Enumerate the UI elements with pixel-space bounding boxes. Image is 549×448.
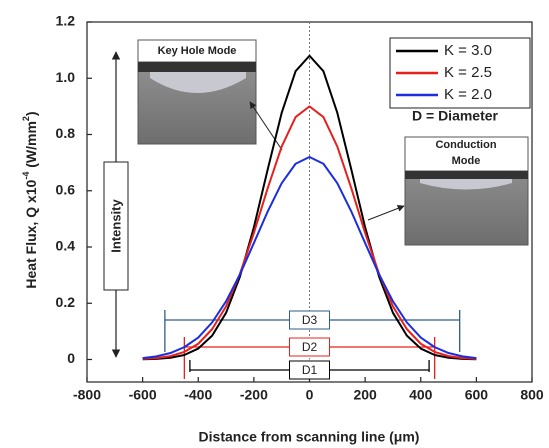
y-tick-label: 0 — [67, 350, 75, 366]
y-label-part: (W/mm — [23, 121, 39, 172]
dimension-label: D1 — [302, 363, 318, 377]
y-tick-label: 0.8 — [56, 125, 76, 141]
y-label-part: ) — [23, 111, 39, 116]
conduction-image: Conduction Mode — [405, 137, 528, 245]
y-tick-label: 0.6 — [56, 181, 76, 197]
y-tick-label: 0.2 — [56, 294, 76, 310]
y-tick-label: 1.2 — [56, 13, 76, 29]
conduction-label: Mode — [452, 155, 481, 167]
y-label-part: -4 — [21, 172, 31, 180]
x-tick-label: -400 — [184, 387, 212, 403]
intensity-label: Intensity — [108, 199, 123, 253]
y-axis-label: Heat Flux, Q x10-4 (W/mm2) — [21, 111, 38, 288]
y-label-part: Heat Flux, Q x10 — [23, 179, 39, 288]
pointer — [368, 206, 404, 220]
keyhole-label: Key Hole Mode — [158, 45, 237, 57]
dimension-label: D3 — [302, 313, 318, 327]
x-tick-label: -800 — [73, 387, 101, 403]
x-tick-label: -600 — [129, 387, 157, 403]
legend-label: K = 3.0 — [444, 42, 492, 59]
x-tick-label: -200 — [240, 387, 268, 403]
x-tick-label: 200 — [353, 387, 377, 403]
keyhole-image: Key Hole Mode — [138, 40, 256, 144]
conduction-label: Conduction — [435, 139, 496, 151]
legend-label: K = 2.5 — [444, 64, 492, 81]
y-tick-label: 1.0 — [56, 69, 76, 85]
x-tick-label: 0 — [306, 387, 314, 403]
x-axis-label: Distance from scanning line (μm) — [199, 429, 420, 445]
legend-label: K = 2.0 — [444, 86, 492, 103]
diameter-note: D = Diameter — [412, 108, 499, 124]
page: {"chart_data": { "type": "line", "x_labe… — [0, 0, 549, 448]
x-tick-label: 600 — [465, 387, 489, 403]
dimension-label: D2 — [302, 340, 318, 354]
x-tick-label: 800 — [520, 387, 544, 403]
chart: Distance from scanning line (μm) Heat Fl… — [0, 0, 549, 448]
x-tick-label: 400 — [409, 387, 433, 403]
y-tick-label: 0.4 — [56, 238, 76, 254]
